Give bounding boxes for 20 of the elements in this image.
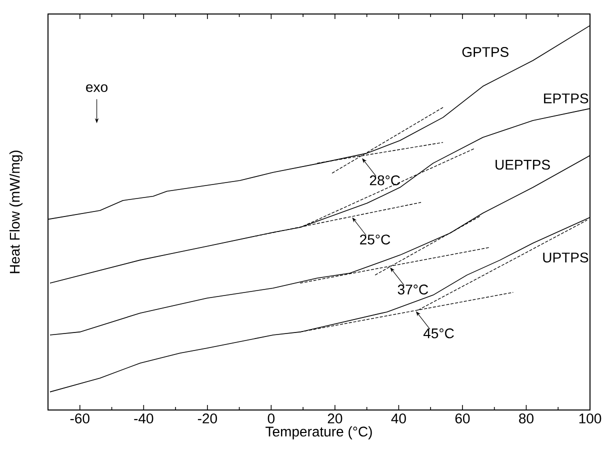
series-label: UEPTPS	[496, 160, 550, 170]
annotation: 25°C	[360, 234, 390, 244]
series-label: UPTPS	[543, 252, 588, 262]
annotation: exo	[86, 84, 108, 92]
x-tick-label: 0	[268, 414, 275, 424]
annotation: 28°C	[370, 175, 400, 186]
x-tick-label: -60	[70, 414, 90, 424]
x-tick-label: 100	[579, 414, 602, 424]
annotation: 45°C	[423, 328, 454, 338]
x-tick-label: 20	[328, 414, 342, 424]
x-tick-label: 40	[391, 414, 406, 424]
x-tick-label: 60	[455, 414, 470, 424]
x-tick-label: 80	[519, 414, 534, 424]
x-tick-label: -20	[198, 414, 217, 424]
x-tick-label: -40	[134, 414, 154, 424]
series-label: GPTPS	[462, 47, 508, 57]
series-label: EPTPS	[544, 93, 588, 104]
annotation: 37°C	[398, 284, 428, 294]
y-axis-title: Heat Flow (mW/mg)	[9, 150, 22, 274]
x-axis-title: Temperature (°C)	[266, 426, 372, 440]
